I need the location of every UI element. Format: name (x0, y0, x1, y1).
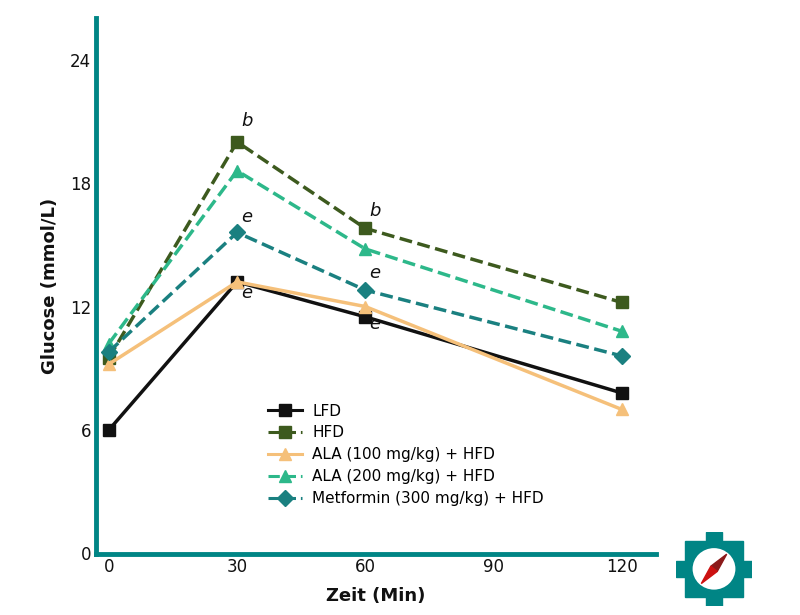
Text: b: b (370, 202, 381, 220)
Bar (706, 591, 722, 606)
X-axis label: Zeit (Min): Zeit (Min) (326, 587, 426, 606)
Text: e: e (370, 264, 381, 282)
Bar (737, 561, 752, 577)
Circle shape (691, 547, 737, 591)
Polygon shape (710, 554, 726, 571)
Text: e: e (242, 285, 253, 303)
Text: b: b (242, 111, 253, 130)
Text: e: e (370, 315, 381, 333)
Bar (706, 532, 722, 547)
Legend: LFD, HFD, ALA (100 mg/kg) + HFD, ALA (200 mg/kg) + HFD, Metformin (300 mg/kg) + : LFD, HFD, ALA (100 mg/kg) + HFD, ALA (20… (261, 396, 552, 514)
Polygon shape (702, 566, 718, 584)
Text: e: e (242, 208, 253, 226)
Bar (676, 561, 691, 577)
Y-axis label: Glucose (mmol/L): Glucose (mmol/L) (41, 198, 58, 374)
Bar (685, 541, 743, 597)
